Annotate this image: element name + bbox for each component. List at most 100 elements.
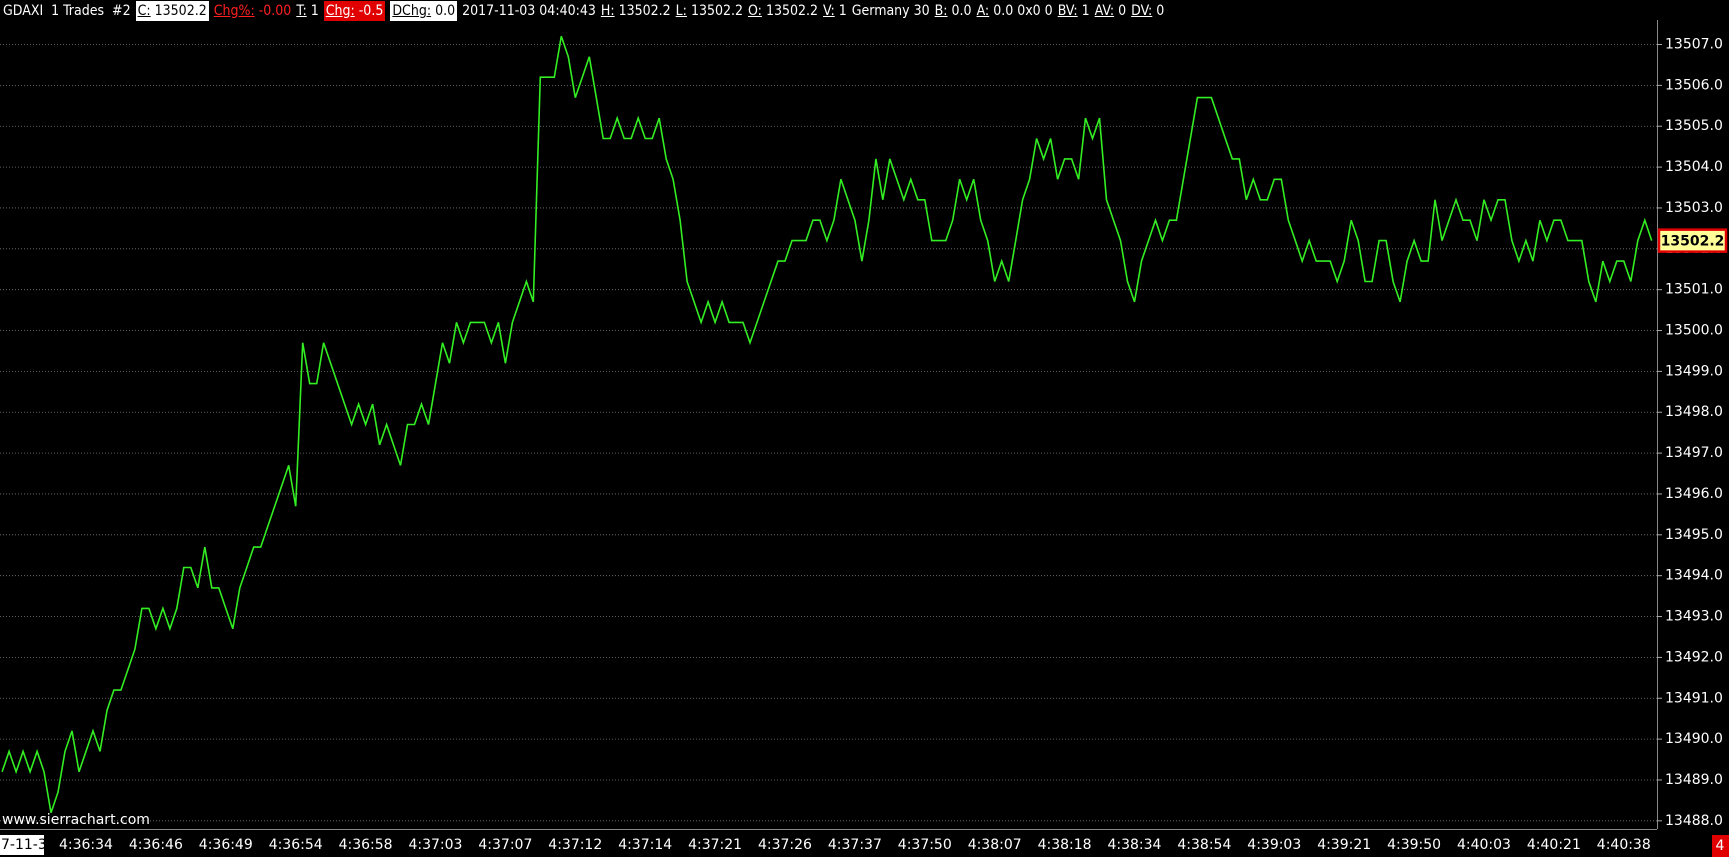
- field-value: 0: [1156, 3, 1165, 19]
- x-tick-label: 4:38:34: [1107, 837, 1161, 853]
- y-tick-label: 13491.0: [1665, 690, 1723, 706]
- header-field: AV: 0: [1095, 1, 1126, 21]
- x-tick-label: 4:37:26: [758, 837, 812, 853]
- field-value: 1: [1081, 3, 1090, 19]
- x-tick-label: 4:38:54: [1177, 837, 1231, 853]
- x-tick-label: 4:36:34: [59, 837, 113, 853]
- x-tick-label: 4:37:21: [688, 837, 742, 853]
- x-tick-label: 4:37:14: [618, 837, 672, 853]
- x-tick-label: 4:38:18: [1038, 837, 1092, 853]
- corner-label: 4: [1716, 838, 1725, 854]
- x-tick-label: 4:40:03: [1457, 837, 1511, 853]
- x-tick-label: 4:37:37: [828, 837, 882, 853]
- header-field: L: 13502.2: [676, 1, 743, 21]
- x-tick-label: 4:39:03: [1247, 837, 1301, 853]
- header-field: DChg: 0.0: [390, 1, 458, 21]
- header-field: H: 13502.2: [601, 1, 671, 21]
- field-value: 0.0 0x0 0: [993, 3, 1053, 19]
- x-tick-label: 4:39:21: [1317, 837, 1371, 853]
- field-value: 13502.2: [690, 3, 744, 19]
- x-tick-label: 4:37:50: [898, 837, 952, 853]
- y-tick-label: 13494.0: [1665, 568, 1723, 584]
- y-tick-label: 13493.0: [1665, 609, 1723, 625]
- header: GDAXI 1 Trades #2 C: 13502.2 Chg%: -0.00 T…: [3, 1, 1164, 21]
- y-tick-label: 13499.0: [1665, 363, 1723, 379]
- date-label-bg: [0, 835, 44, 855]
- header-field: Chg%: -0.00: [214, 1, 292, 21]
- field-value: -0.00: [258, 3, 292, 19]
- header-field: 2017-11-03 04:40:43: [462, 1, 596, 21]
- x-tick-label: 4:40:38: [1597, 837, 1651, 853]
- y-tick-label: 13506.0: [1665, 77, 1723, 93]
- y-tick-label: 13497.0: [1665, 445, 1723, 461]
- field-label: Chg:: [325, 3, 355, 19]
- header-field: BV: 1: [1058, 1, 1090, 21]
- x-tick-label: 4:37:03: [408, 837, 462, 853]
- field-value: 1: [838, 3, 847, 19]
- y-tick-label: 13507.0: [1665, 37, 1723, 53]
- header-field: O: 13502.2: [748, 1, 818, 21]
- header-field: Chg: -0.5: [323, 1, 386, 21]
- symbol: GDAXI 1 Trades #2: [3, 3, 131, 19]
- field-label: Chg%:: [213, 3, 255, 19]
- field-label: L:: [675, 3, 687, 19]
- y-tick-label: 13503.0: [1665, 200, 1723, 216]
- field-value: -0.5: [358, 3, 384, 19]
- field-label: BV:: [1057, 3, 1078, 19]
- watermark: www.sierrachart.com: [2, 812, 150, 828]
- header-field: B: 0.0: [935, 1, 972, 21]
- x-tick-label: 4:36:46: [129, 837, 183, 853]
- field-label: V:: [823, 3, 835, 19]
- field-value: 0: [1118, 3, 1127, 19]
- header-field: T: 1: [296, 1, 318, 21]
- field-value: Germany 30: [851, 3, 930, 19]
- field-label: B:: [934, 3, 948, 19]
- y-tick-label: 13492.0: [1665, 649, 1723, 665]
- last-price-box: [1657, 228, 1728, 253]
- y-tick-label: 13498.0: [1665, 404, 1723, 420]
- corner-label-bg: [1712, 835, 1729, 857]
- field-value: 13502.2: [154, 3, 207, 19]
- x-tick-label: 4:37:07: [478, 837, 532, 853]
- field-value: 13502.2: [618, 3, 671, 19]
- y-tick-label: 13504.0: [1665, 159, 1723, 175]
- y-tick-label: 13500.0: [1665, 323, 1723, 339]
- price-line: [1, 36, 1653, 813]
- field-label: AV:: [1094, 3, 1115, 19]
- field-label: DChg:: [392, 3, 432, 19]
- field-value: 13502.2: [765, 3, 819, 19]
- header-field: C: 13502.2: [135, 1, 209, 21]
- date-label: 7-11-3: [1, 837, 47, 853]
- field-label: C:: [137, 3, 151, 19]
- y-tick-label: 13496.0: [1665, 486, 1723, 502]
- x-tick-label: 4:38:07: [968, 837, 1022, 853]
- y-tick-label: 13501.0: [1665, 282, 1723, 298]
- y-tick-label: 13505.0: [1665, 118, 1723, 134]
- field-label: A:: [976, 3, 990, 19]
- header-field: DV: 0: [1131, 1, 1164, 21]
- header-field: V: 1: [823, 1, 847, 21]
- header-field: A: 0.0 0x0 0: [977, 1, 1053, 21]
- field-value: 0.0: [435, 3, 456, 19]
- x-tick-label: 4:36:54: [269, 837, 323, 853]
- x-tick-label: 4:40:21: [1527, 837, 1581, 853]
- y-tick-label: 13489.0: [1665, 772, 1723, 788]
- y-tick-label: 13490.0: [1665, 731, 1723, 747]
- last-price-label: 13502.2: [1661, 234, 1725, 250]
- field-label: DV:: [1131, 3, 1153, 19]
- field-label: O:: [748, 3, 762, 19]
- x-tick-label: 4:37:12: [548, 837, 602, 853]
- x-tick-label: 4:36:49: [199, 837, 253, 853]
- field-value: 1: [310, 3, 319, 19]
- x-tick-label: 4:36:58: [339, 837, 393, 853]
- y-tick-label: 13495.0: [1665, 527, 1723, 543]
- field-value: 0.0: [951, 3, 972, 19]
- header-field: Germany 30: [852, 1, 930, 21]
- field-value: 2017-11-03 04:40:43: [462, 3, 596, 19]
- x-tick-label: 4:39:50: [1387, 837, 1441, 853]
- field-label: H:: [600, 3, 615, 19]
- field-label: T:: [296, 3, 307, 19]
- y-tick-label: 13488.0: [1665, 813, 1723, 829]
